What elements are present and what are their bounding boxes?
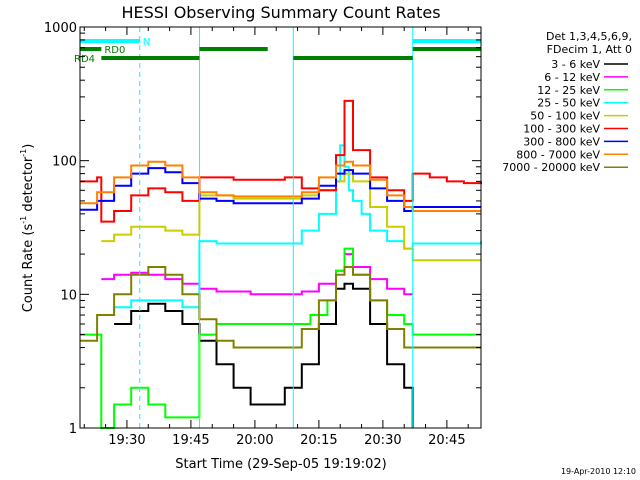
legend-header-line-1: Det 1,3,4,5,6,9,	[546, 30, 632, 43]
series-7000-20000-kev	[80, 266, 481, 349]
legend-label-6-12-kev: 6 - 12 keV	[544, 71, 600, 84]
status-bars: N RD0 RD4	[74, 37, 481, 65]
series-3-6-kev	[114, 282, 414, 428]
series-50-100-kev	[101, 172, 481, 262]
y-tick-label-1: 1	[69, 422, 77, 437]
y-tick-label-1000: 1000	[44, 21, 77, 36]
legend-label-50-100-kev: 50 - 100 keV	[530, 110, 600, 123]
series-layer	[80, 99, 482, 429]
y-axis-label-exponent-2: -1	[19, 149, 28, 157]
plot-frame	[79, 26, 482, 429]
legend-label-800-7000-kev: 800 - 7000 keV	[516, 148, 600, 161]
x-tick-label-2045: 20:45	[428, 433, 465, 448]
legend-label-300-800-kev: 300 - 800 keV	[523, 135, 600, 148]
vertical-markers	[79, 27, 482, 428]
y-axis-label-suffix: )	[21, 144, 36, 149]
x-tick-label-1945: 19:45	[172, 433, 209, 448]
y-axis-label-prefix: Count Rate (s	[21, 224, 36, 313]
legend-label-25-50-kev: 25 - 50 keV	[537, 97, 600, 110]
x-tick-label-2030: 20:30	[364, 433, 401, 448]
y-axis-label-mid: detector	[21, 156, 36, 216]
x-ticks: 19:30 19:45 20:00 20:15 20:30 20:45	[83, 27, 469, 448]
series-25-50-kev	[101, 144, 482, 316]
x-tick-label-1930: 19:30	[108, 433, 145, 448]
generation-timestamp: 19-Apr-2010 12:10	[561, 467, 636, 476]
y-axis-label: Count Rate (s-1 detector-1)	[19, 144, 36, 313]
status-bar-label-rd4: RD4	[74, 54, 95, 65]
legend: Det 1,3,4,5,6,9, FDecim 1, Att 0 3 - 6 k…	[502, 30, 632, 174]
y-axis-label-exponent-1: -1	[19, 216, 28, 224]
status-bar-label-n: N	[143, 37, 150, 48]
status-bar-label-rd0: RD0	[104, 45, 125, 56]
x-axis-label: Start Time (29-Sep-05 19:19:02)	[175, 457, 386, 472]
y-tick-label-100: 100	[52, 155, 77, 170]
chart-title: HESSI Observing Summary Count Rates	[121, 3, 440, 22]
y-ticks: 1 10 100 1000	[44, 21, 481, 437]
legend-label-7000-20000-kev: 7000 - 20000 keV	[502, 161, 600, 174]
legend-header-line-2: FDecim 1, Att 0	[547, 43, 632, 56]
series-12-25-kev	[80, 247, 481, 429]
legend-label-12-25-kev: 12 - 25 keV	[537, 84, 600, 97]
legend-label-3-6-kev: 3 - 6 keV	[551, 58, 600, 71]
x-tick-label-2000: 20:00	[236, 433, 273, 448]
y-tick-label-10: 10	[60, 288, 77, 303]
x-tick-label-2015: 20:15	[300, 433, 337, 448]
legend-label-100-300-kev: 100 - 300 keV	[523, 123, 600, 136]
